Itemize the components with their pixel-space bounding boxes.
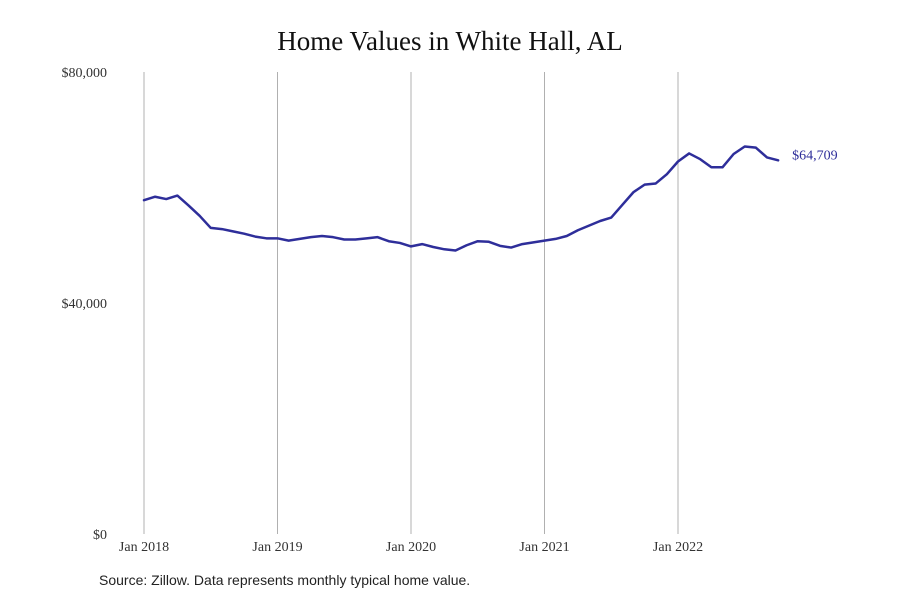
x-tick-label: Jan 2019 [252, 540, 302, 555]
end-value-label: $64,709 [792, 148, 838, 163]
x-tick-label: Jan 2021 [519, 540, 569, 555]
chart-title: Home Values in White Hall, AL [277, 26, 623, 56]
x-tick-label: Jan 2022 [653, 540, 703, 555]
y-tick-label: $0 [93, 528, 107, 543]
x-tick-label: Jan 2020 [386, 540, 436, 555]
y-tick-label: $40,000 [62, 297, 108, 312]
x-tick-label: Jan 2018 [119, 540, 169, 555]
source-note: Source: Zillow. Data represents monthly … [99, 572, 471, 588]
y-tick-label: $80,000 [62, 66, 108, 81]
home-value-line [142, 145, 780, 252]
